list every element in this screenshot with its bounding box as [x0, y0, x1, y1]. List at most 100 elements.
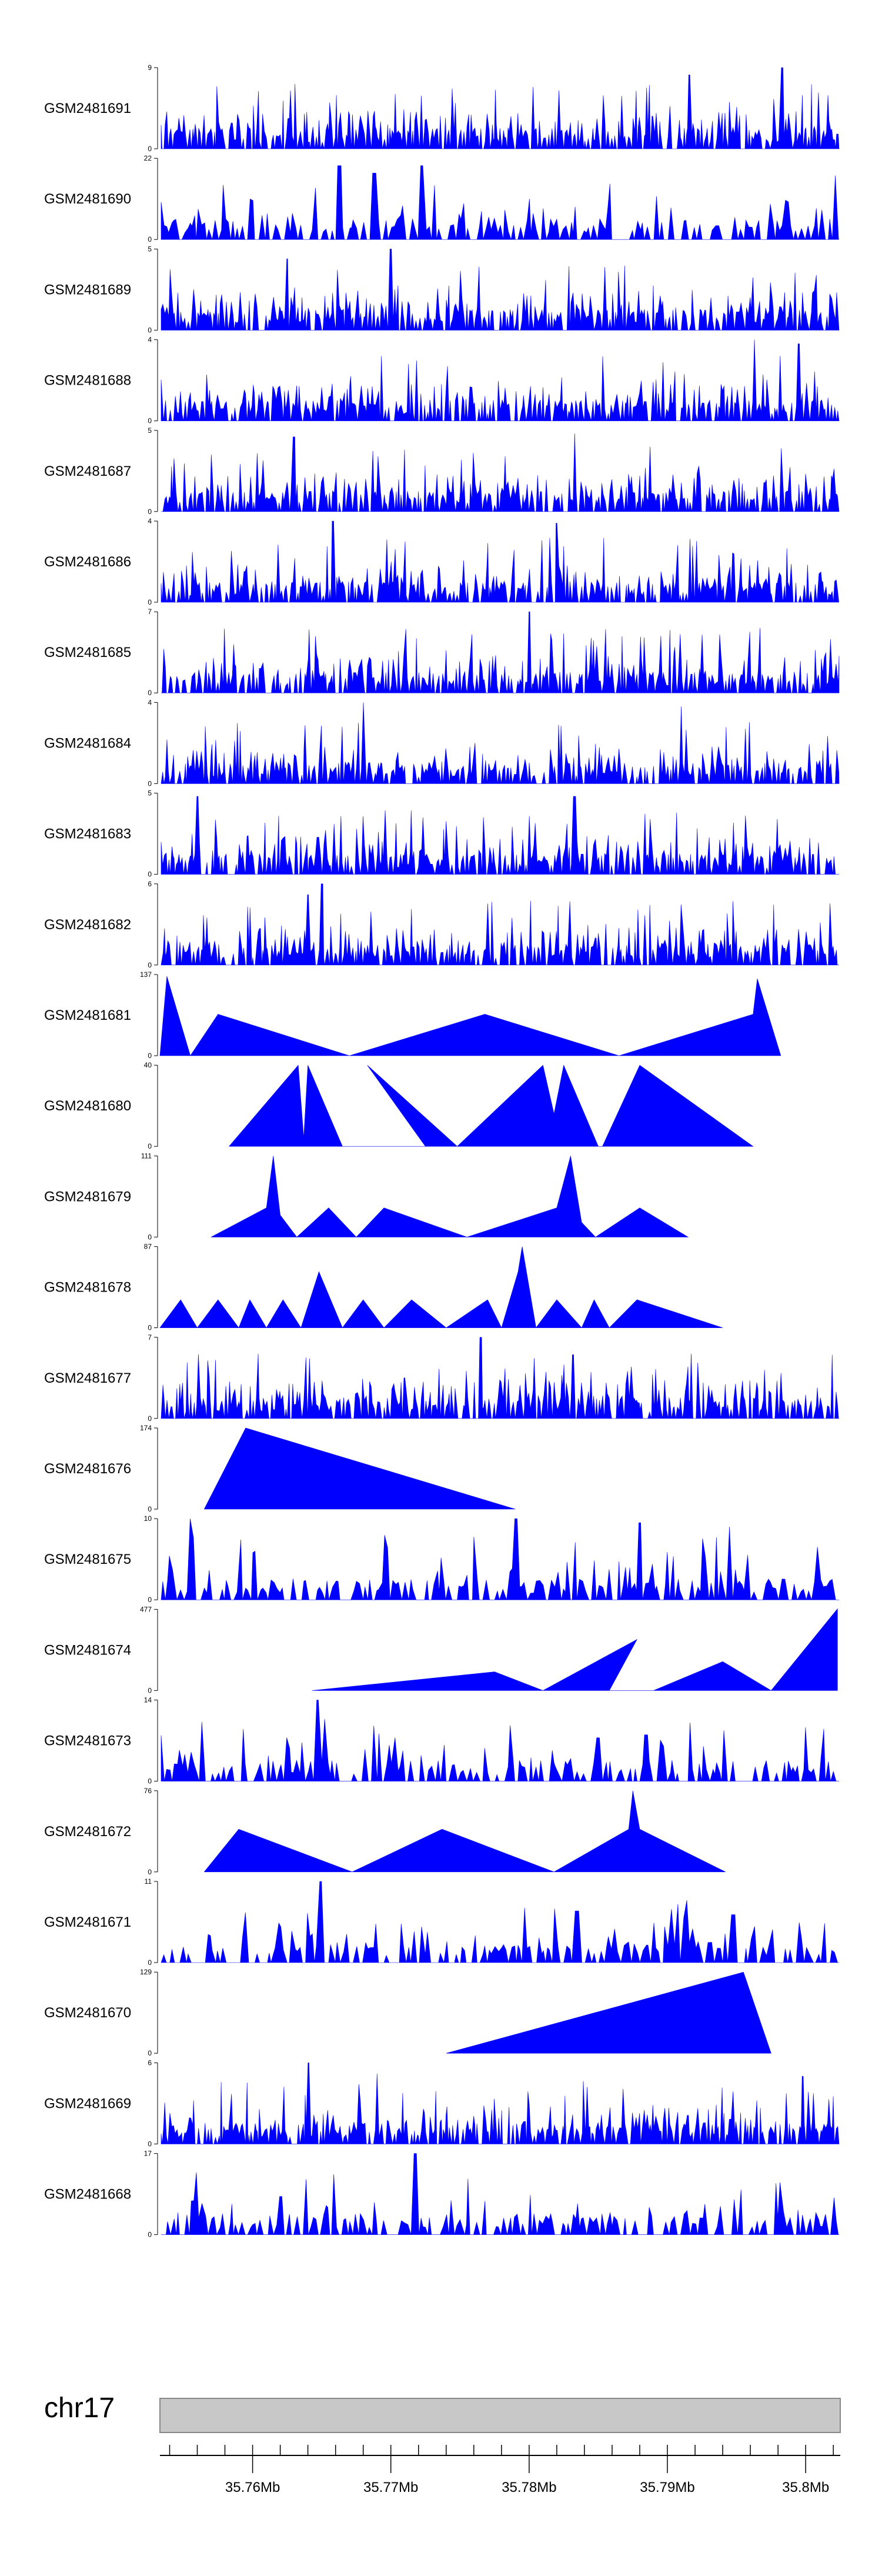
genome-axis-ticks: 35.76Mb 35.77Mb 35.78Mb 35.79Mb 35.8Mb [169, 2445, 834, 2495]
track-label: GSM2481679 [44, 1189, 131, 1204]
track-label: GSM2481671 [44, 1914, 131, 1930]
track-GSM2481676: GSM2481676 174 0 [44, 1424, 516, 1513]
track-GSM2481688: GSM2481688 4 0 [44, 336, 840, 425]
track-GSM2481689: GSM2481689 5 0 [44, 245, 840, 334]
track-GSM2481680: GSM2481680 40 0 [44, 1061, 754, 1150]
coverage-area [161, 883, 839, 966]
track-GSM2481678: GSM2481678 87 0 [44, 1243, 723, 1332]
track-label: GSM2481674 [44, 1642, 131, 1658]
y-max-label: 6 [148, 880, 152, 888]
y-min-label: 0 [148, 1505, 152, 1513]
tracks-group: GSM248169190GSM2481690220GSM248168950GSM… [44, 64, 840, 2239]
track-GSM2481683: GSM2481683 5 0 [44, 789, 839, 879]
coverage-area [161, 702, 840, 784]
y-min-label: 0 [148, 961, 152, 969]
track-label: GSM2481678 [44, 1280, 131, 1296]
y-min-label: 0 [148, 235, 152, 243]
axis-tick-label: 35.77Mb [363, 2480, 418, 2495]
track-GSM2481670: GSM2481670 129 0 [44, 1968, 771, 2057]
y-min-label: 0 [148, 1142, 152, 1150]
y-min-label: 0 [148, 1868, 152, 1876]
chromosome-axis: chr17 35.76Mb 35.77Mb 35.78Mb 35.79Mb 35.8Mb [44, 2393, 841, 2495]
ideogram-bar [159, 2398, 841, 2433]
y-max-label: 5 [148, 245, 152, 253]
track-label: GSM2481683 [44, 826, 131, 842]
y-max-label: 40 [144, 1061, 152, 1069]
track-label: GSM2481691 [44, 101, 131, 116]
track-label: GSM2481670 [44, 2005, 131, 2021]
y-min-label: 0 [148, 145, 152, 153]
axis-tick-label: 35.8Mb [782, 2480, 829, 2495]
y-max-label: 5 [148, 426, 152, 435]
coverage-area [161, 2063, 840, 2145]
track-GSM2481671: GSM2481671 11 0 [44, 1877, 839, 1967]
y-min-label: 0 [148, 326, 152, 334]
y-max-label: 174 [140, 1424, 152, 1432]
y-min-label: 0 [148, 1958, 152, 1967]
track-label: GSM2481681 [44, 1007, 131, 1023]
track-label: GSM2481668 [44, 2187, 131, 2203]
track-GSM2481673: GSM2481673 14 0 [44, 1696, 839, 1786]
y-max-label: 129 [140, 1968, 152, 1976]
axis-tick-label: 35.79Mb [640, 2480, 694, 2495]
coverage-area [203, 1427, 516, 1510]
y-min-label: 0 [148, 417, 152, 425]
track-GSM2481684: GSM2481684 4 0 [44, 698, 840, 788]
y-max-label: 6 [148, 2058, 152, 2067]
coverage-area [159, 1246, 723, 1329]
coverage-area [211, 1156, 689, 1237]
coverage-area [161, 1700, 839, 1782]
y-min-label: 0 [148, 779, 152, 788]
coverage-area [161, 1518, 839, 1601]
y-max-label: 17 [144, 2150, 152, 2158]
track-label: GSM2481685 [44, 645, 131, 660]
coverage-area [228, 1065, 754, 1147]
coverage-area [161, 520, 839, 603]
y-min-label: 0 [148, 1596, 152, 1604]
coverage-area [312, 1608, 838, 1691]
track-label: GSM2481669 [44, 2095, 131, 2111]
y-max-label: 477 [140, 1605, 152, 1613]
track-GSM2481691: GSM2481691 9 0 [44, 64, 840, 153]
y-min-label: 0 [148, 2049, 152, 2057]
y-min-label: 0 [148, 508, 152, 516]
y-max-label: 5 [148, 789, 152, 798]
coverage-area [161, 796, 839, 875]
track-label: GSM2481680 [44, 1098, 131, 1114]
track-GSM2481687: GSM2481687 5 0 [44, 426, 840, 516]
y-min-label: 0 [148, 1233, 152, 1241]
y-min-label: 0 [148, 2140, 152, 2148]
coverage-area [161, 339, 840, 421]
track-GSM2481672: GSM2481672 76 0 [44, 1787, 726, 1876]
y-max-label: 11 [145, 1877, 152, 1886]
track-GSM2481685: GSM2481685 7 0 [44, 608, 840, 697]
track-label: GSM2481677 [44, 1370, 131, 1386]
y-min-label: 0 [148, 2231, 152, 2239]
coverage-area [159, 976, 781, 1056]
track-label: GSM2481676 [44, 1461, 131, 1477]
y-min-label: 0 [148, 1324, 152, 1332]
coverage-area [161, 611, 840, 693]
y-max-label: 137 [140, 970, 152, 979]
coverage-area [161, 165, 839, 241]
track-label: GSM2481689 [44, 282, 131, 298]
chromosome-label: chr17 [44, 2393, 115, 2424]
y-min-label: 0 [148, 1414, 152, 1423]
y-min-label: 0 [148, 1686, 152, 1694]
y-min-label: 0 [148, 689, 152, 697]
track-label: GSM2481690 [44, 191, 131, 207]
coverage-area [161, 1337, 839, 1419]
y-max-label: 4 [148, 698, 152, 706]
y-min-label: 0 [148, 598, 152, 606]
track-GSM2481677: GSM2481677 7 0 [44, 1333, 839, 1423]
track-GSM2481681: GSM2481681 137 0 [44, 970, 781, 1060]
axis-tick-label: 35.76Mb [225, 2480, 280, 2495]
track-label: GSM2481687 [44, 463, 131, 479]
track-label: GSM2481682 [44, 917, 131, 933]
y-max-label: 9 [148, 64, 152, 72]
track-GSM2481675: GSM2481675 10 0 [44, 1514, 839, 1604]
y-max-label: 7 [148, 1333, 152, 1342]
track-GSM2481679: GSM2481679 111 0 [44, 1152, 689, 1241]
track-GSM2481686: GSM2481686 4 0 [44, 517, 839, 606]
